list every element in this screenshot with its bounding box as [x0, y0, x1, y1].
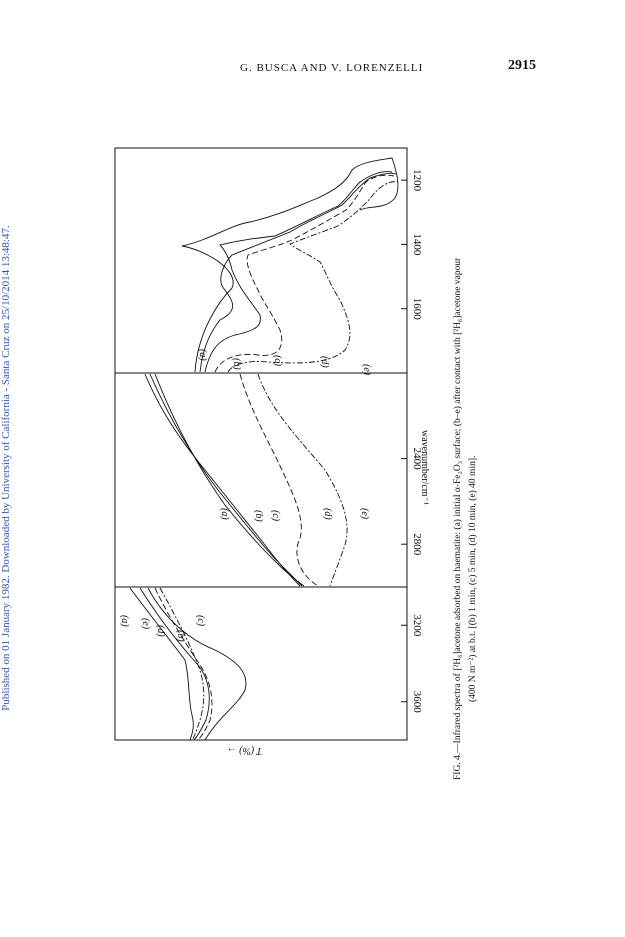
curve-b-p3	[199, 172, 397, 373]
label-c-p2: (c)	[270, 510, 281, 522]
label-c-p1: (c)	[195, 615, 206, 627]
label-c-p3: (c)	[272, 355, 283, 367]
panel-mid-curves	[144, 373, 348, 587]
figure-caption-line1: FIG. 4.—Infrared spectra of [²H₆]acetone…	[452, 257, 463, 780]
curve-e-p2	[257, 373, 348, 587]
panel-low-curves	[181, 157, 399, 373]
label-b-p3: (b)	[231, 358, 242, 370]
curve-c-p2	[154, 373, 305, 587]
curve-d-p1	[154, 587, 213, 741]
label-a-p2: (a)	[219, 508, 230, 520]
curve-labels: (a) (b) (c) (d) (e) (a) (b) (c) (d) (e) …	[119, 349, 372, 642]
curve-e-p1	[159, 587, 205, 741]
label-b-p1: (b)	[175, 630, 186, 642]
curve-c-p1	[147, 587, 247, 741]
label-a-p3: (a)	[197, 349, 208, 361]
label-e-p2: (e)	[359, 508, 370, 520]
tick-label: 1400	[411, 233, 423, 256]
label-d-p3: (d)	[319, 356, 330, 368]
curve-a-p3	[181, 157, 399, 373]
x-axis-label: wavenumber/cm⁻¹	[419, 430, 430, 505]
curve-d-p2	[239, 373, 319, 587]
curve-a-p1	[129, 587, 194, 741]
curve-c-p3	[204, 171, 393, 373]
tick-label: 1200	[411, 169, 423, 192]
tick-label: 2800	[411, 533, 423, 556]
label-a-p1: (a)	[119, 615, 130, 627]
curve-e-p3	[227, 181, 399, 373]
panel-high-curves	[129, 587, 247, 741]
label-d-p2: (d)	[322, 508, 333, 520]
y-axis-label: T (%) →	[227, 745, 262, 756]
x-axis-ticks: 3600 3200 2800 2400 1600 1400 1200	[401, 169, 423, 713]
label-e-p3: (e)	[361, 364, 372, 376]
curve-d-p3	[214, 174, 395, 373]
curve-b-p1	[139, 587, 210, 741]
tick-label: 1600	[411, 298, 423, 321]
tick-label: 3600	[411, 691, 423, 714]
page-number: 2915	[508, 58, 536, 73]
plot-frame	[114, 147, 408, 741]
tick-label: 2400	[411, 448, 423, 471]
curve-b-p2	[149, 373, 303, 587]
label-e-p1: (e)	[140, 618, 151, 630]
figure-caption-line2: (400 N m⁻²) at b.t. [(b) 1 min, (c) 5 mi…	[467, 456, 478, 702]
label-d-p1: (d)	[155, 625, 166, 637]
running-head: G. BUSCA AND V. LORENZELLI	[240, 62, 424, 74]
label-b-p2: (b)	[253, 510, 264, 522]
tick-label: 3200	[411, 614, 423, 637]
